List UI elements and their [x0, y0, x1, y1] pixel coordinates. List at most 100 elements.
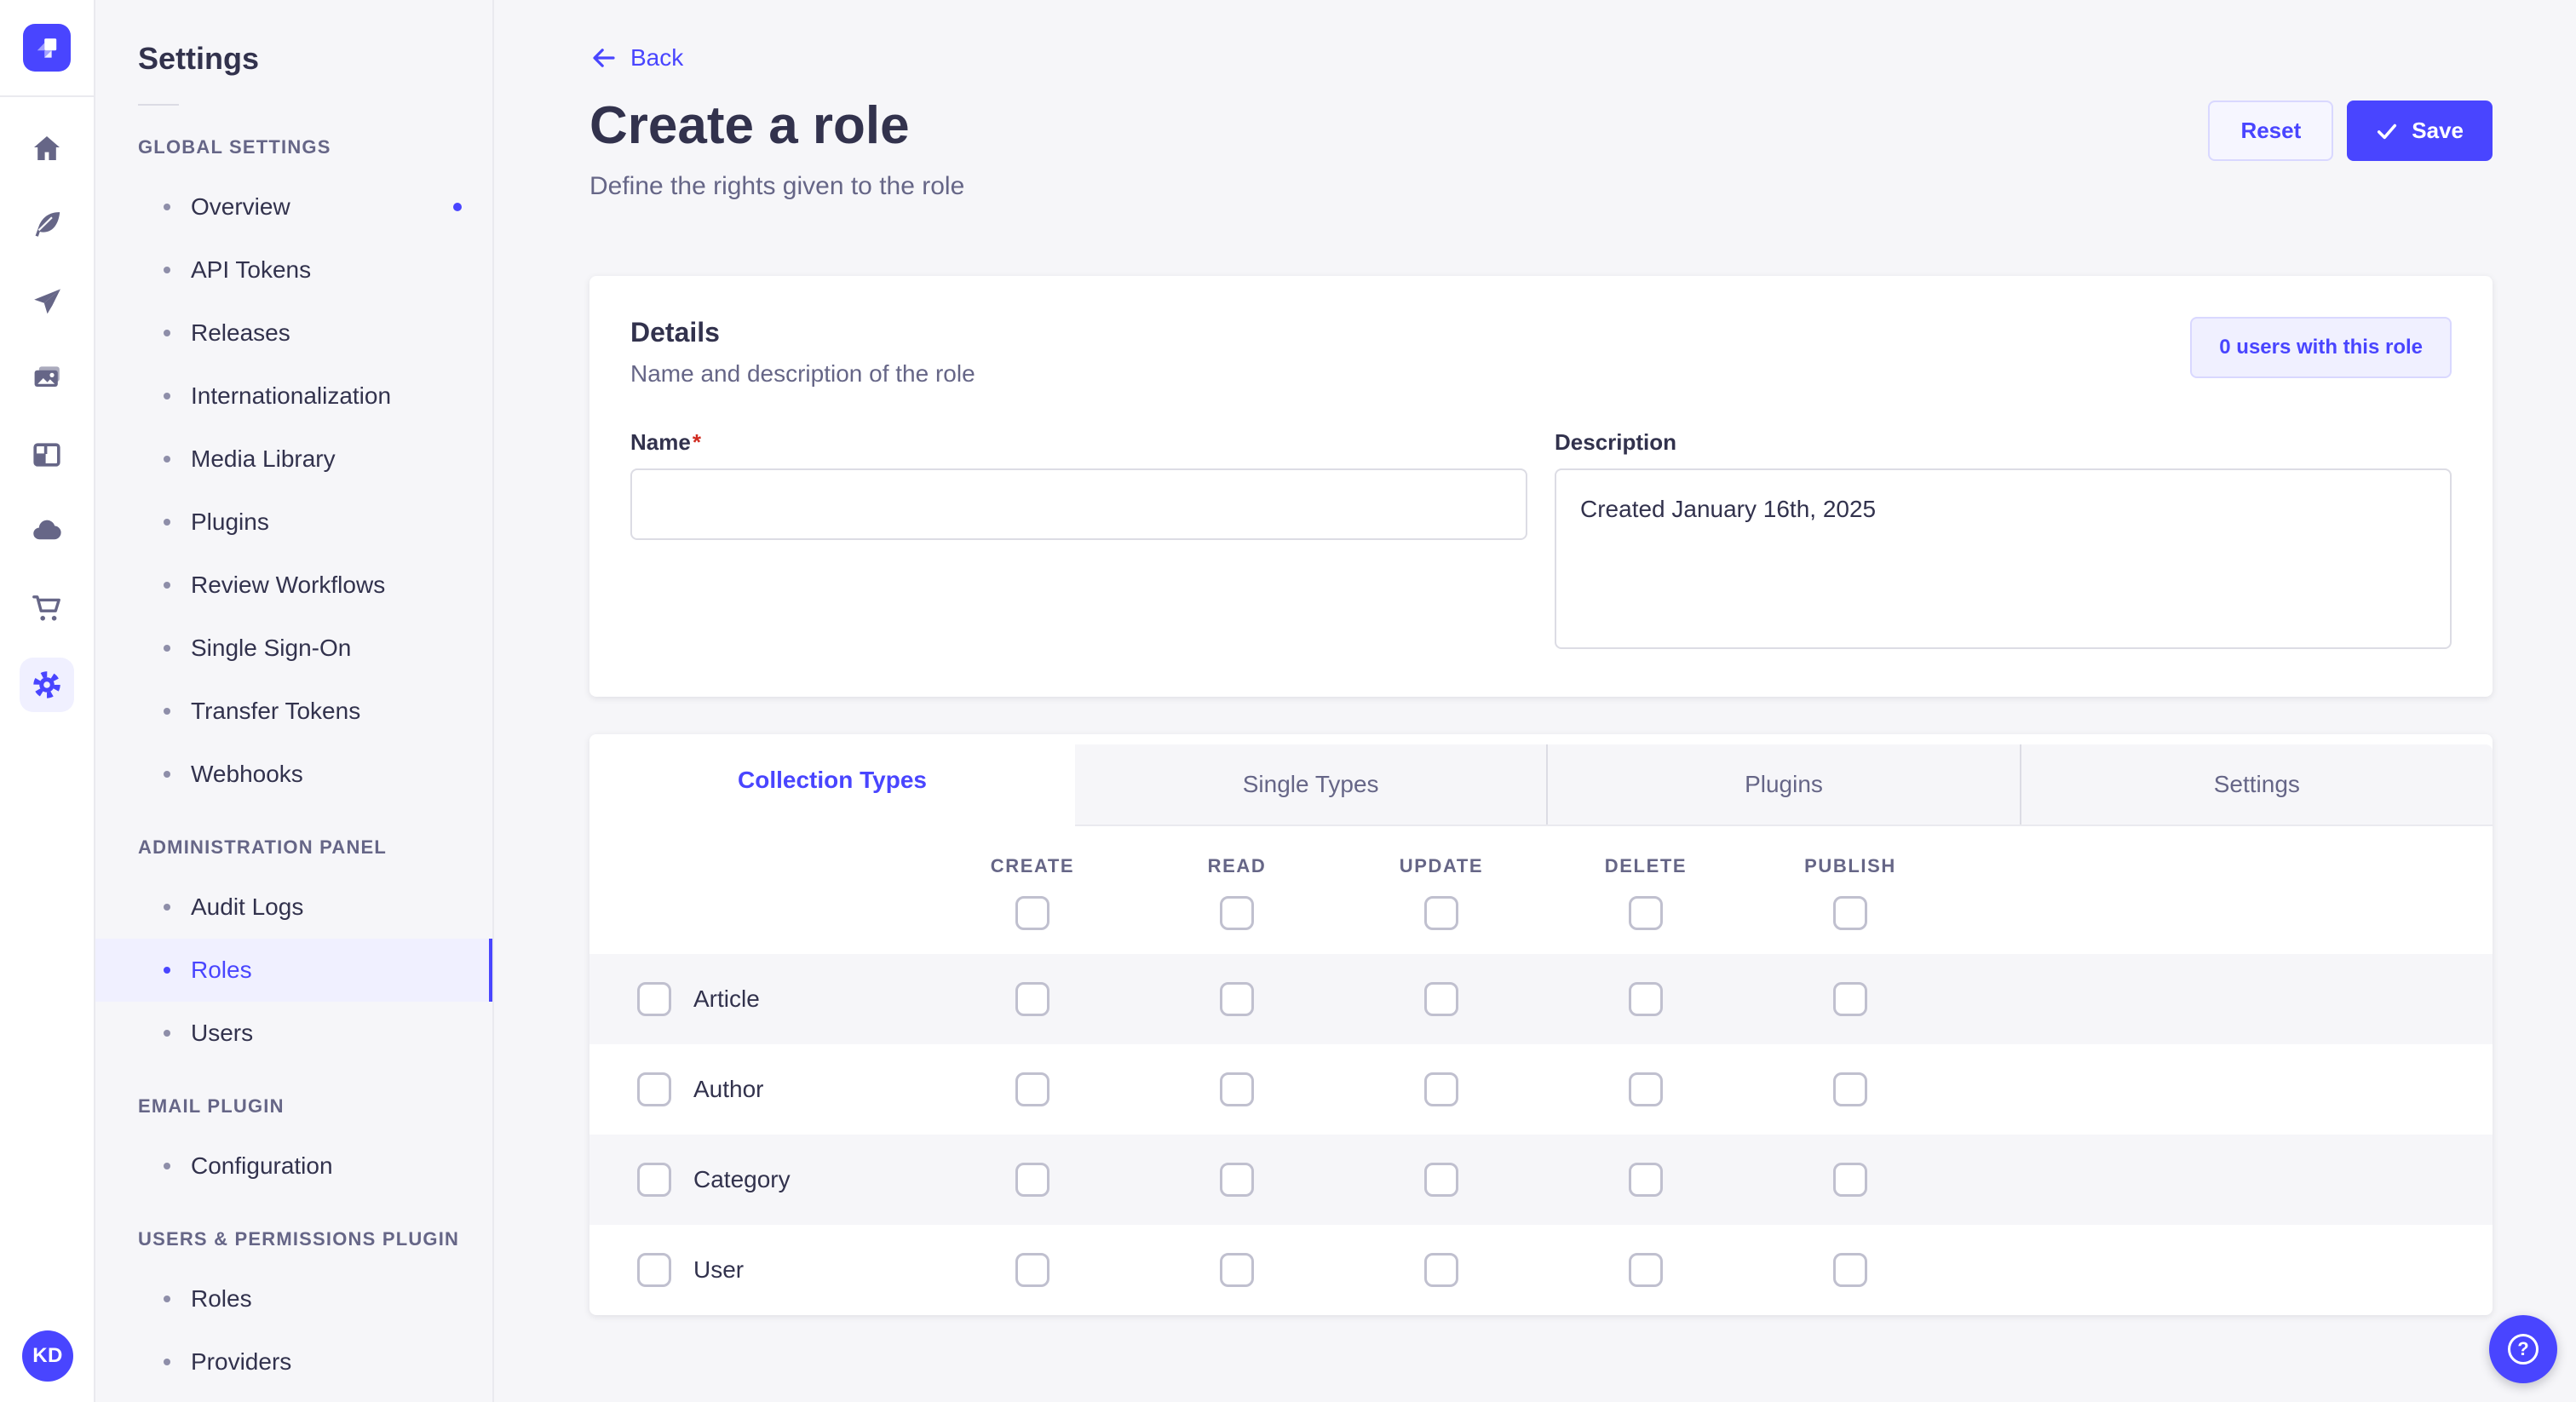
required-asterisk: *	[692, 429, 701, 455]
sidebar-item-single-sign-on[interactable]: Single Sign-On	[95, 617, 492, 680]
author-delete-checkbox[interactable]	[1629, 1072, 1663, 1106]
tab-single-types[interactable]: Single Types	[1242, 771, 1379, 797]
name-input[interactable]	[630, 468, 1527, 540]
sidebar-item-plugins[interactable]: Plugins	[95, 491, 492, 554]
user-avatar[interactable]: KD	[22, 1330, 73, 1382]
sidebar-item-internationalization[interactable]: Internationalization	[95, 365, 492, 428]
sidebar-item-label: Media Library	[191, 445, 336, 472]
permissions-card: Collection Types Single Types Plugins Se…	[589, 734, 2493, 1315]
bullet-icon	[164, 1296, 170, 1302]
name-field-group: Name *	[630, 425, 1527, 656]
row-select-checkbox[interactable]	[637, 1163, 671, 1197]
media-library-icon[interactable]	[20, 351, 74, 405]
strapi-logo[interactable]	[23, 24, 71, 72]
section-label: EMAIL PLUGIN	[138, 1095, 285, 1117]
rail-nav	[20, 121, 74, 712]
sidebar-item-overview[interactable]: Overview	[95, 175, 492, 238]
description-textarea[interactable]: Created January 16th, 2025	[1555, 468, 2452, 649]
cart-icon[interactable]	[20, 581, 74, 635]
sidebar-item-transfer-tokens[interactable]: Transfer Tokens	[95, 680, 492, 743]
sidebar-item-releases[interactable]: Releases	[95, 302, 492, 365]
sidebar-item-webhooks[interactable]: Webhooks	[95, 743, 492, 806]
home-icon[interactable]	[20, 121, 74, 175]
section-label: ADMINISTRATION PANEL	[138, 836, 388, 858]
article-publish-checkbox[interactable]	[1833, 982, 1867, 1016]
sidebar-item-review-workflows[interactable]: Review Workflows	[95, 554, 492, 617]
author-read-checkbox[interactable]	[1220, 1072, 1254, 1106]
sidebar-item-label: API Tokens	[191, 256, 312, 283]
help-button[interactable]: ?	[2489, 1315, 2557, 1383]
sidebar-item-configuration[interactable]: Configuration	[95, 1135, 492, 1198]
main-content: Back Create a role Define the rights giv…	[494, 0, 2576, 1402]
select-all-read-checkbox[interactable]	[1220, 896, 1254, 930]
gear-icon[interactable]	[20, 658, 74, 712]
article-read-checkbox[interactable]	[1220, 982, 1254, 1016]
author-publish-checkbox[interactable]	[1833, 1072, 1867, 1106]
sidebar-item-label: Transfer Tokens	[191, 698, 361, 724]
bullet-icon	[164, 1030, 170, 1037]
category-publish-checkbox[interactable]	[1833, 1163, 1867, 1197]
back-link[interactable]: Back	[589, 44, 683, 72]
sidebar-item-audit-logs[interactable]: Audit Logs	[95, 876, 492, 939]
sidebar-item-providers[interactable]: Providers	[95, 1330, 492, 1393]
row-label: Author	[693, 1076, 764, 1102]
sidebar-item-label: Providers	[191, 1348, 292, 1375]
category-delete-checkbox[interactable]	[1629, 1163, 1663, 1197]
sidebar-item-label: Audit Logs	[191, 893, 304, 920]
details-card-header: Details Name and description of the role…	[630, 317, 2452, 388]
select-all-create-checkbox[interactable]	[1015, 896, 1049, 930]
article-update-checkbox[interactable]	[1424, 982, 1458, 1016]
row-label-cell: Author	[589, 1072, 930, 1106]
sidebar-item-label: Roles	[191, 1285, 252, 1312]
users-with-role-badge[interactable]: 0 users with this role	[2190, 317, 2452, 378]
column-update: UPDATE	[1339, 855, 1544, 930]
row-select-checkbox[interactable]	[637, 982, 671, 1016]
cloud-icon[interactable]	[20, 504, 74, 559]
paper-plane-icon[interactable]	[20, 274, 74, 329]
icon-rail: KD	[0, 0, 95, 1402]
sidebar-item-media-library[interactable]: Media Library	[95, 428, 492, 491]
sidebar-item-roles-admin[interactable]: Roles	[95, 939, 492, 1002]
sidebar-item-api-tokens[interactable]: API Tokens	[95, 238, 492, 302]
column-label: DELETE	[1604, 855, 1688, 876]
category-update-checkbox[interactable]	[1424, 1163, 1458, 1197]
bullet-icon	[164, 904, 170, 911]
column-label: READ	[1207, 855, 1267, 876]
select-all-publish-checkbox[interactable]	[1833, 896, 1867, 930]
row-label-cell: Category	[589, 1163, 930, 1197]
row-label: Category	[693, 1166, 791, 1192]
layout-icon[interactable]	[20, 428, 74, 482]
reset-button[interactable]: Reset	[2208, 101, 2334, 161]
user-publish-checkbox[interactable]	[1833, 1253, 1867, 1287]
tab-settings[interactable]: Settings	[2019, 744, 2493, 825]
section-label: GLOBAL SETTINGS	[138, 136, 331, 158]
arrow-left-icon	[593, 49, 615, 67]
article-create-checkbox[interactable]	[1015, 982, 1049, 1016]
name-label: Name *	[630, 429, 701, 455]
sidebar-item-roles-up[interactable]: Roles	[95, 1267, 492, 1330]
sidebar-item-label: Configuration	[191, 1152, 333, 1179]
sidebar-item-label: Webhooks	[191, 761, 303, 787]
select-all-delete-checkbox[interactable]	[1629, 896, 1663, 930]
row-select-checkbox[interactable]	[637, 1253, 671, 1287]
details-title: Details	[630, 317, 720, 348]
user-delete-checkbox[interactable]	[1629, 1253, 1663, 1287]
category-create-checkbox[interactable]	[1015, 1163, 1049, 1197]
row-select-checkbox[interactable]	[637, 1072, 671, 1106]
category-read-checkbox[interactable]	[1220, 1163, 1254, 1197]
save-button[interactable]: Save	[2347, 101, 2493, 161]
user-create-checkbox[interactable]	[1015, 1253, 1049, 1287]
author-create-checkbox[interactable]	[1015, 1072, 1049, 1106]
column-label: UPDATE	[1399, 855, 1484, 876]
user-update-checkbox[interactable]	[1424, 1253, 1458, 1287]
tab-collection-types[interactable]: Collection Types	[589, 734, 1075, 826]
details-subtitle: Name and description of the role	[630, 360, 975, 387]
save-label: Save	[2412, 118, 2464, 143]
article-delete-checkbox[interactable]	[1629, 982, 1663, 1016]
sidebar-item-users[interactable]: Users	[95, 1002, 492, 1065]
select-all-update-checkbox[interactable]	[1424, 896, 1458, 930]
feather-icon[interactable]	[20, 198, 74, 252]
tab-plugins[interactable]: Plugins	[1546, 744, 2019, 825]
user-read-checkbox[interactable]	[1220, 1253, 1254, 1287]
author-update-checkbox[interactable]	[1424, 1072, 1458, 1106]
